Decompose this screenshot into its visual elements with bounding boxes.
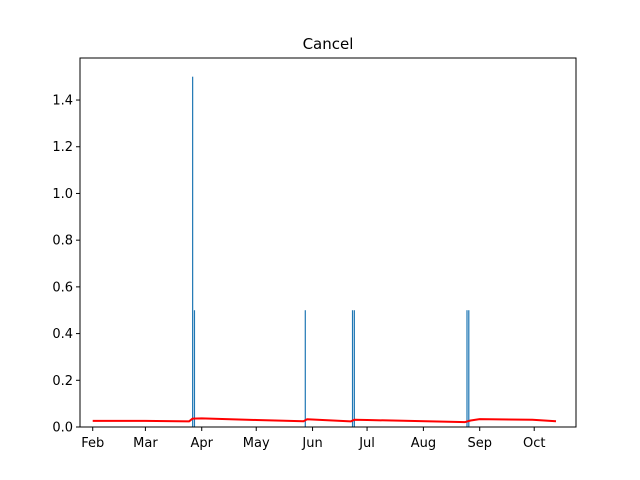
bar — [466, 310, 468, 427]
x-tick-label: Feb — [81, 436, 104, 451]
axes: 0.0 0.2 0.4 0.6 0.8 1.0 1.2 1.4 Feb Mar Apr May Jun J… — [52, 94, 545, 451]
y-tick-label: 0.8 — [52, 234, 73, 249]
bar — [468, 310, 470, 427]
y-tick-label: 1.4 — [52, 94, 73, 109]
bar — [353, 310, 355, 427]
x-tick-label: Jul — [358, 436, 375, 451]
y-tick-label: 1.0 — [52, 187, 73, 202]
x-tick-label: Sep — [467, 436, 492, 451]
x-tick-label: Apr — [190, 436, 213, 451]
y-tick-label: 0.2 — [52, 374, 73, 389]
x-tick-label: Mar — [133, 436, 158, 451]
bar — [351, 310, 354, 427]
y-tick-label: 0.0 — [52, 421, 73, 436]
bar — [193, 310, 196, 427]
bar — [192, 76, 194, 428]
x-tick-label: Aug — [411, 436, 436, 451]
y-tick-label: 0.6 — [52, 280, 73, 295]
plot-frame — [79, 57, 577, 428]
chart-title: Cancel — [303, 35, 354, 53]
x-tick-label: May — [243, 436, 270, 451]
x-tick-label: Oct — [523, 436, 545, 451]
plot-marks — [192, 76, 470, 428]
line-layer — [92, 417, 557, 424]
bar — [304, 310, 306, 427]
y-tick-label: 0.4 — [52, 327, 73, 342]
x-tick-label: Jun — [301, 436, 322, 451]
y-tick-label: 1.2 — [52, 140, 73, 155]
trend-line — [92, 417, 557, 424]
